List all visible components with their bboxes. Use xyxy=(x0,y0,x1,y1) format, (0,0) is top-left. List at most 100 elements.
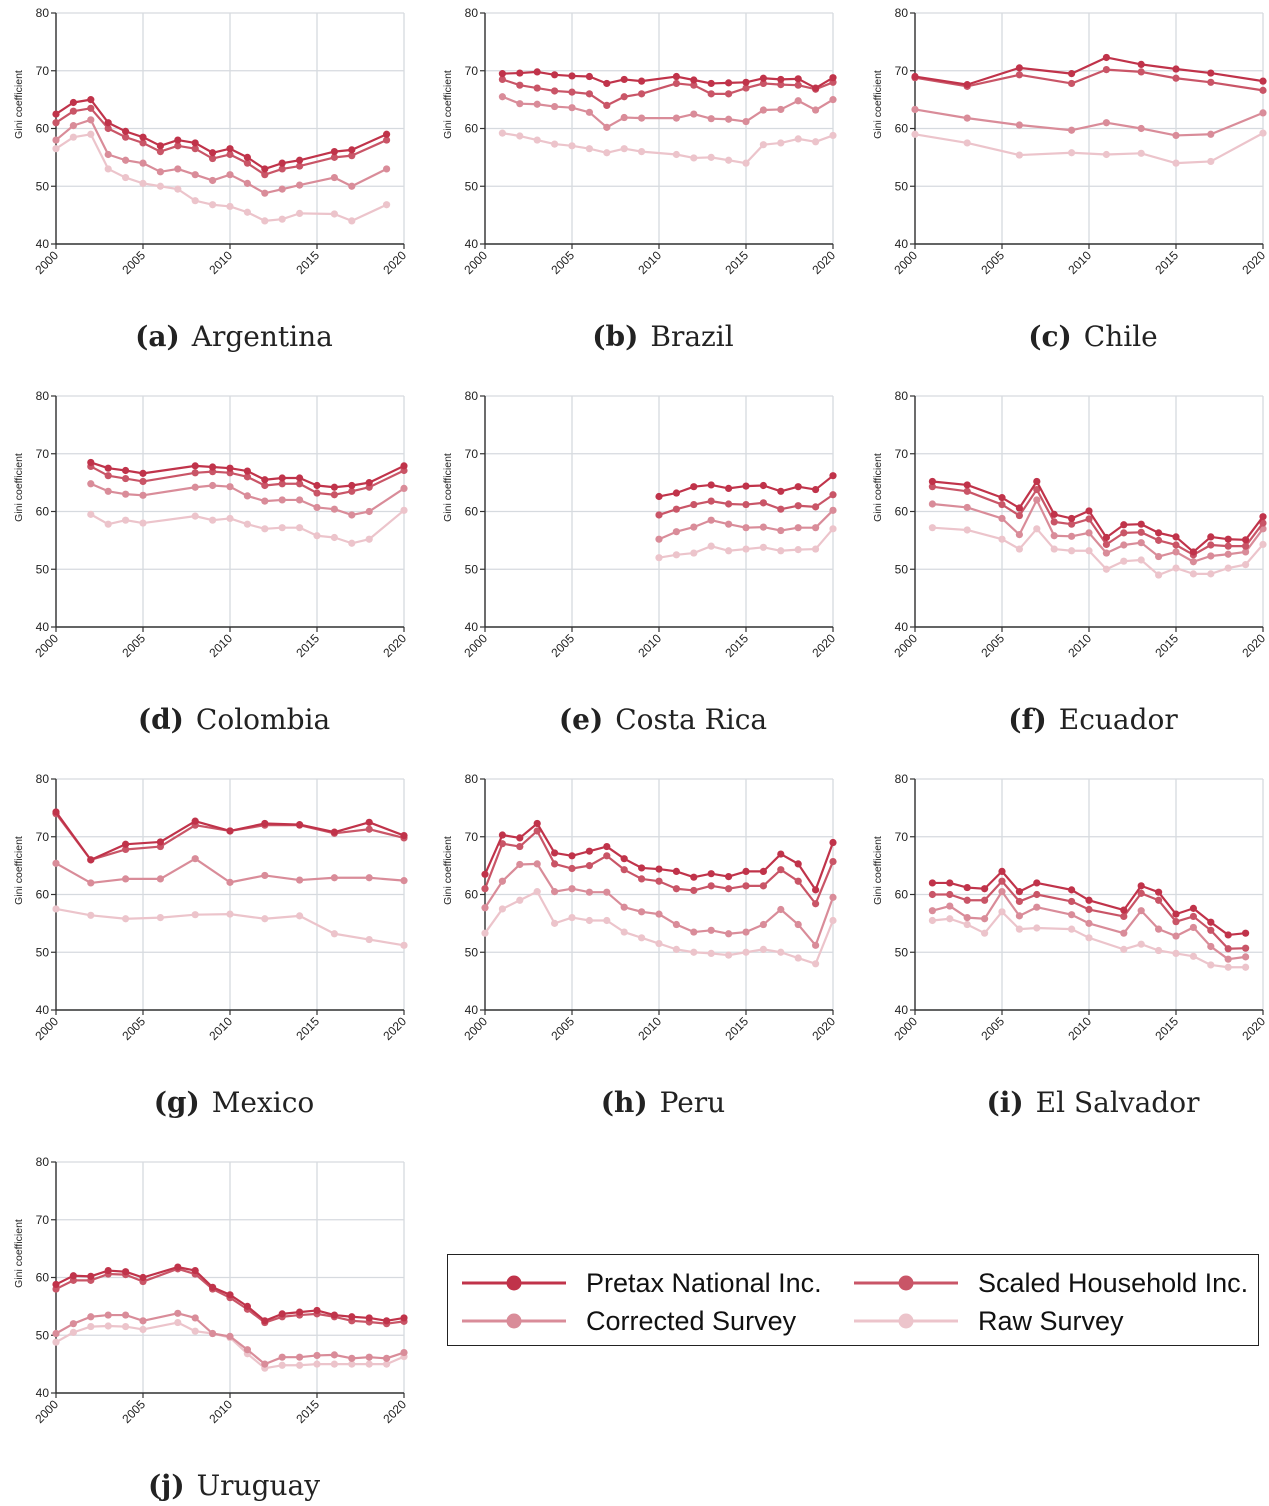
data-point-corrected xyxy=(104,487,112,495)
x-tick-label: 2000 xyxy=(32,1397,61,1426)
data-point-raw xyxy=(998,535,1006,543)
data-point-pretax xyxy=(191,817,199,825)
data-point-corrected xyxy=(383,1354,391,1362)
data-point-pretax xyxy=(87,458,95,467)
data-point-corrected xyxy=(946,902,954,910)
data-point-raw xyxy=(1259,540,1267,549)
data-point-scaled xyxy=(313,489,321,497)
data-point-scaled xyxy=(1137,68,1145,76)
data-point-raw xyxy=(981,929,989,937)
data-point-pretax xyxy=(1207,533,1215,541)
data-point-raw xyxy=(278,215,286,223)
data-point-corrected xyxy=(1207,552,1215,560)
data-point-pretax xyxy=(1137,60,1145,68)
data-point-pretax xyxy=(1242,929,1250,937)
data-point-raw xyxy=(585,916,593,925)
data-point-pretax xyxy=(209,1283,217,1291)
y-tick-label: 50 xyxy=(895,179,909,193)
data-point-pretax xyxy=(1085,896,1093,904)
data-point-scaled xyxy=(156,148,164,156)
data-point-raw xyxy=(620,928,628,936)
data-point-raw xyxy=(1068,925,1076,933)
data-point-raw xyxy=(794,954,802,962)
data-point-pretax xyxy=(690,873,698,881)
data-point-scaled xyxy=(1224,945,1232,953)
data-point-scaled xyxy=(243,159,251,167)
data-point-pretax xyxy=(1137,882,1145,890)
y-tick-label: 40 xyxy=(895,237,909,251)
data-point-corrected xyxy=(1172,548,1180,556)
y-tick-label: 70 xyxy=(465,64,479,78)
data-point-pretax xyxy=(603,79,611,88)
data-point-pretax xyxy=(812,84,820,92)
data-point-raw xyxy=(1050,545,1058,553)
data-point-raw xyxy=(725,951,733,959)
data-point-pretax xyxy=(516,834,524,842)
data-point-corrected xyxy=(777,526,785,535)
x-tick-label: 2000 xyxy=(32,1014,61,1043)
data-point-raw xyxy=(707,153,715,161)
panel-title: Brazil xyxy=(650,320,734,353)
panel-tag: (e) xyxy=(558,703,604,736)
data-point-pretax xyxy=(725,484,733,492)
data-point-pretax xyxy=(498,831,506,839)
data-point-corrected xyxy=(174,1309,182,1317)
data-point-raw xyxy=(1120,557,1128,565)
data-point-pretax xyxy=(330,828,338,836)
x-tick-label: 2015 xyxy=(1152,631,1181,660)
data-point-scaled xyxy=(672,885,680,893)
data-point-pretax xyxy=(226,827,234,835)
data-point-raw xyxy=(348,217,356,225)
series-line-scaled xyxy=(55,107,388,176)
data-point-scaled xyxy=(759,882,767,890)
data-point-corrected xyxy=(638,114,646,122)
data-point-corrected xyxy=(104,150,112,159)
panel-tag: (f) xyxy=(1008,703,1047,736)
data-point-raw xyxy=(963,139,971,147)
data-point-corrected xyxy=(759,106,767,114)
data-point-raw xyxy=(296,912,304,920)
panel-title: Mexico xyxy=(211,1086,315,1119)
data-point-scaled xyxy=(946,890,954,899)
data-point-corrected xyxy=(383,165,391,173)
data-point-pretax xyxy=(981,885,989,893)
data-point-raw xyxy=(191,911,199,919)
data-point-pretax xyxy=(568,72,576,80)
data-point-scaled xyxy=(296,162,304,170)
panel-title: Colombia xyxy=(195,703,331,736)
data-point-corrected xyxy=(226,878,234,886)
data-point-pretax xyxy=(261,819,269,828)
data-point-corrected xyxy=(296,1353,304,1361)
data-point-corrected xyxy=(261,497,269,505)
data-point-corrected xyxy=(226,1332,234,1341)
panel-title: Peru xyxy=(659,1086,726,1119)
data-point-corrected xyxy=(794,920,802,929)
data-point-pretax xyxy=(1155,529,1163,537)
legend-dot xyxy=(506,1313,522,1329)
data-point-corrected xyxy=(243,179,251,187)
y-tick-label: 80 xyxy=(36,6,50,20)
data-point-corrected xyxy=(365,507,373,516)
data-point-raw xyxy=(794,135,802,143)
data-point-corrected xyxy=(261,189,269,197)
legend-dot xyxy=(506,1275,522,1291)
data-point-raw xyxy=(122,173,130,182)
y-tick-label: 70 xyxy=(36,1213,50,1227)
x-tick-label: 2000 xyxy=(461,1014,490,1043)
data-point-scaled xyxy=(585,862,593,870)
data-point-scaled xyxy=(52,119,60,127)
data-point-corrected xyxy=(1137,907,1145,915)
data-point-raw xyxy=(122,516,130,524)
data-point-pretax xyxy=(296,156,304,164)
data-point-raw xyxy=(156,914,164,922)
data-point-scaled xyxy=(829,857,837,866)
panel-caption: (h) Peru xyxy=(601,1086,725,1119)
data-point-raw xyxy=(498,129,506,137)
series-line-corrected xyxy=(55,118,388,195)
x-tick-label: 2010 xyxy=(206,1397,235,1426)
data-point-raw xyxy=(1155,571,1163,579)
data-point-pretax xyxy=(209,149,217,157)
data-point-raw xyxy=(191,197,199,205)
chart-svg: 40 50 60 70 80 2000 2005 2010 2015 2020 Gini coeff… xyxy=(442,772,838,1043)
data-point-corrected xyxy=(1172,131,1180,140)
